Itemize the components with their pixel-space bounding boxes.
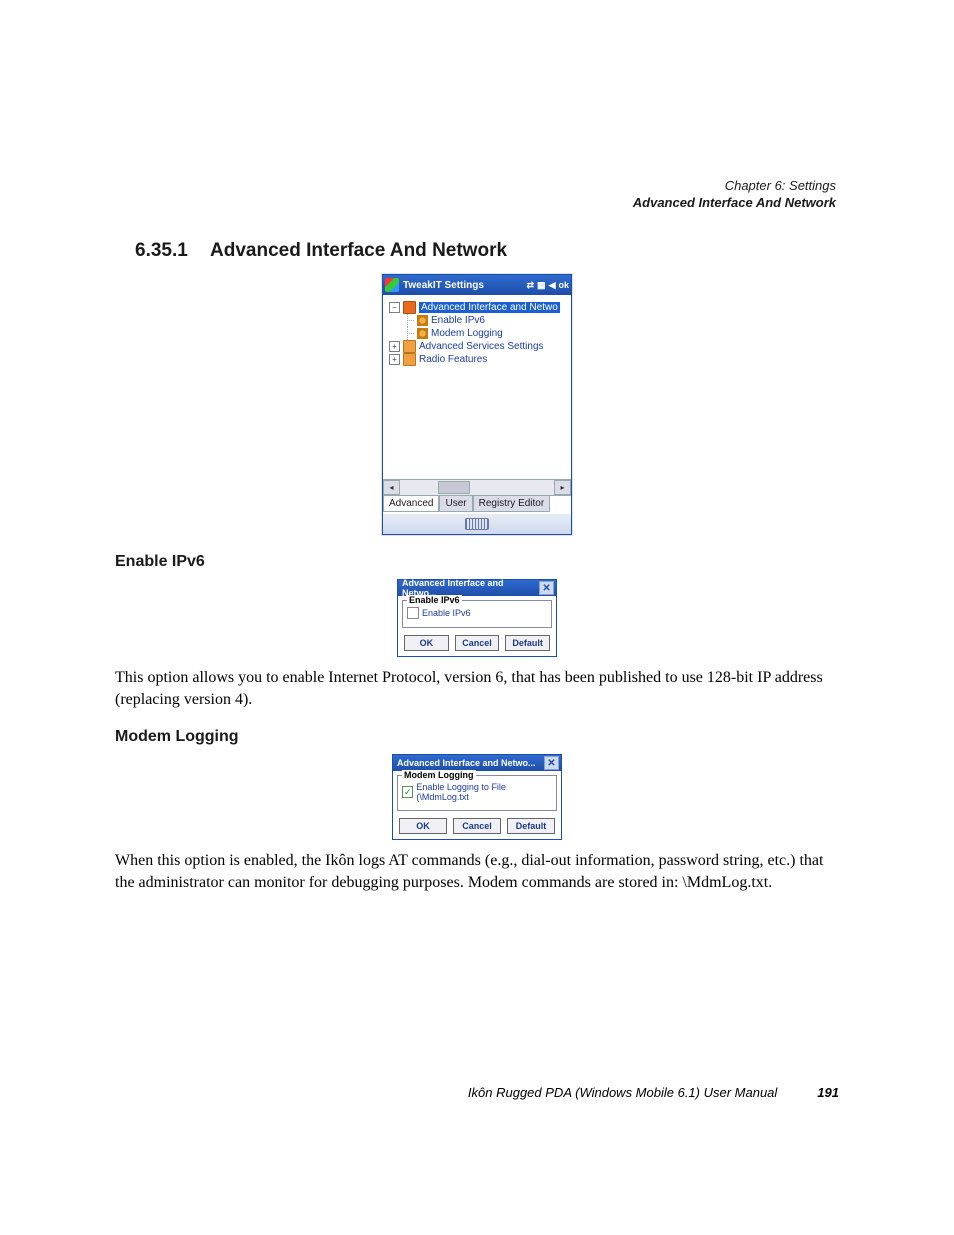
close-icon[interactable]: ✕ [539,581,554,595]
sys-tray: ⇄ ▦ ◀ ok [527,280,570,291]
tree-collapse-icon[interactable]: − [389,302,400,313]
cancel-button[interactable]: Cancel [453,818,501,834]
section-label: Advanced Interface And Network [633,195,836,212]
ipv6-dialog: Advanced Interface and Netwo... ✕ Enable… [397,579,557,657]
tree-item[interactable]: Radio Features [419,354,487,365]
tree-view[interactable]: − Advanced Interface and Netwo Enable IP… [383,295,571,479]
default-button[interactable]: Default [505,635,550,651]
horizontal-scrollbar[interactable]: ◂ ▸ [383,479,571,495]
volume-icon[interactable]: ◀ [549,280,556,291]
connectivity-icon[interactable]: ⇄ [527,280,535,291]
ipv6-paragraph: This option allows you to enable Interne… [115,667,839,710]
gear-icon [417,328,428,339]
checkbox-enable-ipv6[interactable]: ✓ [407,607,419,619]
cancel-button[interactable]: Cancel [455,635,500,651]
chapter-label: Chapter 6: Settings [633,178,836,195]
modem-fieldset: Modem Logging ✓ Enable Logging to File (… [397,775,557,811]
tree-item[interactable]: Modem Logging [431,328,503,339]
scroll-right-icon[interactable]: ▸ [554,480,571,495]
subheading-enable-ipv6: Enable IPv6 [115,553,839,571]
ipv6-fieldset: Enable IPv6 ✓ Enable IPv6 [402,600,552,628]
tree-expand-icon[interactable]: + [389,341,400,352]
section-number: 6.35.1 [135,240,188,262]
tab-registry-editor[interactable]: Registry Editor [473,496,551,512]
footer-title: Ikôn Rugged PDA (Windows Mobile 6.1) Use… [468,1085,777,1100]
ok-button[interactable]: OK [404,635,449,651]
scroll-thumb[interactable] [438,481,470,494]
fieldset-legend: Enable IPv6 [407,595,462,605]
tab-user[interactable]: User [439,496,472,512]
window-titlebar: TweakIT Settings ⇄ ▦ ◀ ok [383,275,571,295]
ok-button[interactable]: OK [399,818,447,834]
window-title: TweakIT Settings [403,280,484,291]
default-button[interactable]: Default [507,818,555,834]
section-title: Advanced Interface And Network [210,240,507,261]
tweakit-window: TweakIT Settings ⇄ ▦ ◀ ok − Advanced Int… [382,274,572,535]
folder-icon [403,301,416,314]
tab-advanced[interactable]: Advanced [383,496,439,512]
tree-item[interactable]: Enable IPv6 [431,315,485,326]
sip-bar [383,514,571,534]
folder-icon [403,340,416,353]
tree-item[interactable]: Advanced Services Settings [419,341,544,352]
start-icon[interactable] [385,278,399,292]
gear-icon [417,315,428,326]
modem-logging-dialog: Advanced Interface and Netwo... ✕ Modem … [392,754,562,840]
tree-expand-icon[interactable]: + [389,354,400,365]
scroll-left-icon[interactable]: ◂ [383,480,400,495]
ok-button[interactable]: ok [558,280,569,290]
checkbox-label: Enable IPv6 [422,608,471,618]
dialog-title: Advanced Interface and Netwo... [397,758,536,768]
folder-icon [403,353,416,366]
checkbox-label: Enable Logging to File (\MdmLog.txt [416,782,552,802]
checkbox-enable-logging[interactable]: ✓ [402,786,413,798]
fieldset-legend: Modem Logging [402,770,476,780]
tree-item-selected[interactable]: Advanced Interface and Netwo [419,302,560,313]
close-icon[interactable]: ✕ [544,756,559,770]
section-heading: 6.35.1 Advanced Interface And Network [210,240,839,262]
signal-icon[interactable]: ▦ [537,280,546,291]
tab-bar: Advanced User Registry Editor [383,495,571,514]
footer-page-number: 191 [817,1085,839,1100]
keyboard-icon[interactable] [465,518,489,530]
subheading-modem-logging: Modem Logging [115,728,839,746]
page-footer: Ikôn Rugged PDA (Windows Mobile 6.1) Use… [115,1085,839,1100]
modem-paragraph: When this option is enabled, the Ikôn lo… [115,850,839,893]
running-header: Chapter 6: Settings Advanced Interface A… [633,178,836,212]
